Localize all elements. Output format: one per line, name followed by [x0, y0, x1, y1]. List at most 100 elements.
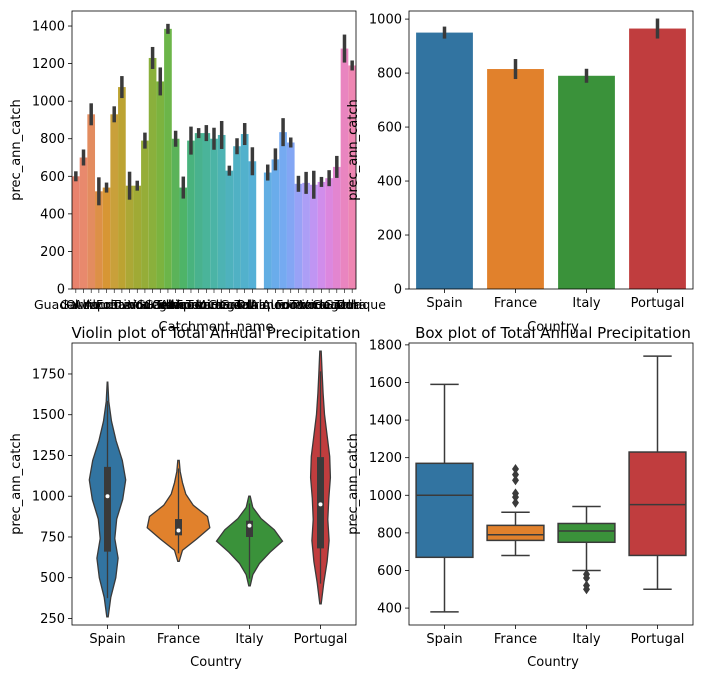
catchment-bar	[325, 178, 333, 289]
catchment-ytick-label: 200	[40, 245, 65, 260]
catchment-ytick-label: 800	[40, 132, 65, 147]
box-outlier	[512, 497, 519, 508]
violin-ytick-label: 750	[40, 530, 65, 545]
box-outlier	[583, 580, 590, 591]
catchment-bar	[87, 114, 96, 289]
violin-xtick-label: Italy	[235, 632, 264, 647]
country-frame	[408, 10, 694, 290]
country-bar	[416, 32, 473, 290]
catchment-ytick-label: 600	[40, 170, 65, 185]
violin-median-dot	[176, 528, 181, 533]
violin-ytick-label: 500	[40, 571, 65, 586]
box-iqr	[486, 524, 545, 542]
catchment-xtick-label: Almodovar	[250, 297, 318, 312]
catchment-xtick-label: Fonte da Telha	[276, 297, 367, 312]
country-bar	[558, 75, 615, 289]
violin-ylabel: prec_ann_catch	[9, 433, 24, 535]
box-ytick-label: 800	[377, 526, 402, 541]
box-iqr	[415, 462, 474, 559]
box-iqr	[628, 451, 687, 557]
catchment-xtick-label: Garda	[220, 297, 258, 312]
catchment-xtick-label: Guadal	[34, 297, 78, 312]
violin-ytick-label: 1000	[32, 490, 65, 505]
violin-iqr-box	[104, 466, 111, 552]
violin-iqr-box	[175, 519, 182, 536]
country-xtick-label: Italy	[572, 296, 601, 311]
country-ytick-label: 600	[377, 121, 402, 136]
catchment-bar	[340, 48, 349, 289]
catchment-xtick-label: Almodovar	[160, 297, 228, 312]
catchment-xtick-label: Garda	[144, 297, 182, 312]
catchment-ytick-label: 1000	[32, 95, 65, 110]
catchment-bar	[187, 140, 195, 289]
country-xtick-label: Portugal	[631, 296, 685, 311]
catchment-xtick-label: Vodega	[196, 297, 242, 312]
catchment-xtick-label: Ourique	[236, 297, 286, 312]
catchment-bar	[309, 184, 318, 289]
catchment-bar	[317, 181, 326, 289]
box-outlier	[512, 475, 519, 486]
violin-xtick-label: France	[157, 632, 200, 647]
country-ytick-label: 200	[377, 229, 402, 244]
catchment-ytick-label: 1200	[32, 57, 65, 72]
box-xtick-label: France	[494, 632, 537, 647]
panel-violin: Violin plot of Total Annual Precipitatio…	[9, 324, 361, 670]
box-ytick-label: 600	[377, 564, 402, 579]
box-outlier	[512, 488, 519, 499]
box-ytick-label: 1800	[369, 338, 402, 353]
catchment-bar	[286, 142, 295, 289]
catchment-xtick-label: Garda	[324, 297, 362, 312]
country-ylabel: prec_ann_catch	[346, 99, 361, 201]
box-outlier	[583, 569, 590, 580]
catchment-bar	[141, 140, 149, 289]
catchment-bar	[79, 157, 88, 289]
box-ytick-label: 1400	[369, 414, 402, 429]
box-xlabel: Country	[527, 655, 579, 670]
country-ytick-label: 1000	[369, 13, 402, 28]
violin-median-dot	[318, 502, 323, 507]
catchment-xtick-label: Ourique	[152, 297, 202, 312]
catchment-bar	[133, 185, 142, 289]
catchment-xtick-label: Tavira	[185, 297, 223, 312]
country-xtick-label: France	[494, 296, 537, 311]
catchment-bar	[225, 170, 234, 289]
box-xtick-label: Italy	[572, 632, 601, 647]
country-xlabel: Country	[527, 320, 579, 335]
box-ytick-label: 1200	[369, 451, 402, 466]
catchment-bar	[125, 185, 134, 289]
catchment-bar	[72, 176, 80, 289]
catchment-ytick-label: 0	[57, 283, 65, 298]
catchment-xtick-label: Alcoutim	[262, 297, 317, 312]
box-outlier	[512, 463, 519, 474]
catchment-xtick-label: Guadal	[312, 297, 356, 312]
catchment-bar	[248, 161, 257, 289]
catchment-bar	[294, 183, 303, 289]
catchment-bar	[118, 87, 126, 289]
box-ytick-label: 1600	[369, 376, 402, 391]
box-frame	[408, 342, 694, 626]
catchment-ytick-label: 1400	[32, 20, 65, 35]
catchment-xtick-label: Alcoutim	[84, 297, 139, 312]
country-bar	[487, 69, 544, 289]
violin-frame	[71, 342, 357, 626]
box-xtick-label: Portugal	[631, 632, 685, 647]
box-ytick-label: 400	[377, 602, 402, 617]
country-xtick-label: Spain	[426, 296, 462, 311]
violin-xtick-label: Portugal	[294, 632, 348, 647]
catchment-bar	[233, 146, 241, 289]
catchment-xtick-label: Vodega	[128, 297, 174, 312]
catchment-bar	[332, 166, 341, 289]
country-bar	[629, 28, 686, 289]
country-ytick-label: 0	[394, 283, 402, 298]
catchment-xlabel: Catchment_name	[159, 320, 274, 335]
catchment-bar	[95, 191, 103, 289]
catchment-xtick-label: Tavira	[289, 297, 327, 312]
violin-ytick-label: 1500	[32, 408, 65, 423]
catchment-xtick-label: Fonte da Telha	[96, 297, 187, 312]
catchment-ytick-label: 400	[40, 207, 65, 222]
country-ytick-label: 400	[377, 175, 402, 190]
violin-median-dot	[105, 494, 110, 499]
box-outlier	[512, 469, 519, 480]
catchment-xtick-label: Guadal	[208, 297, 252, 312]
